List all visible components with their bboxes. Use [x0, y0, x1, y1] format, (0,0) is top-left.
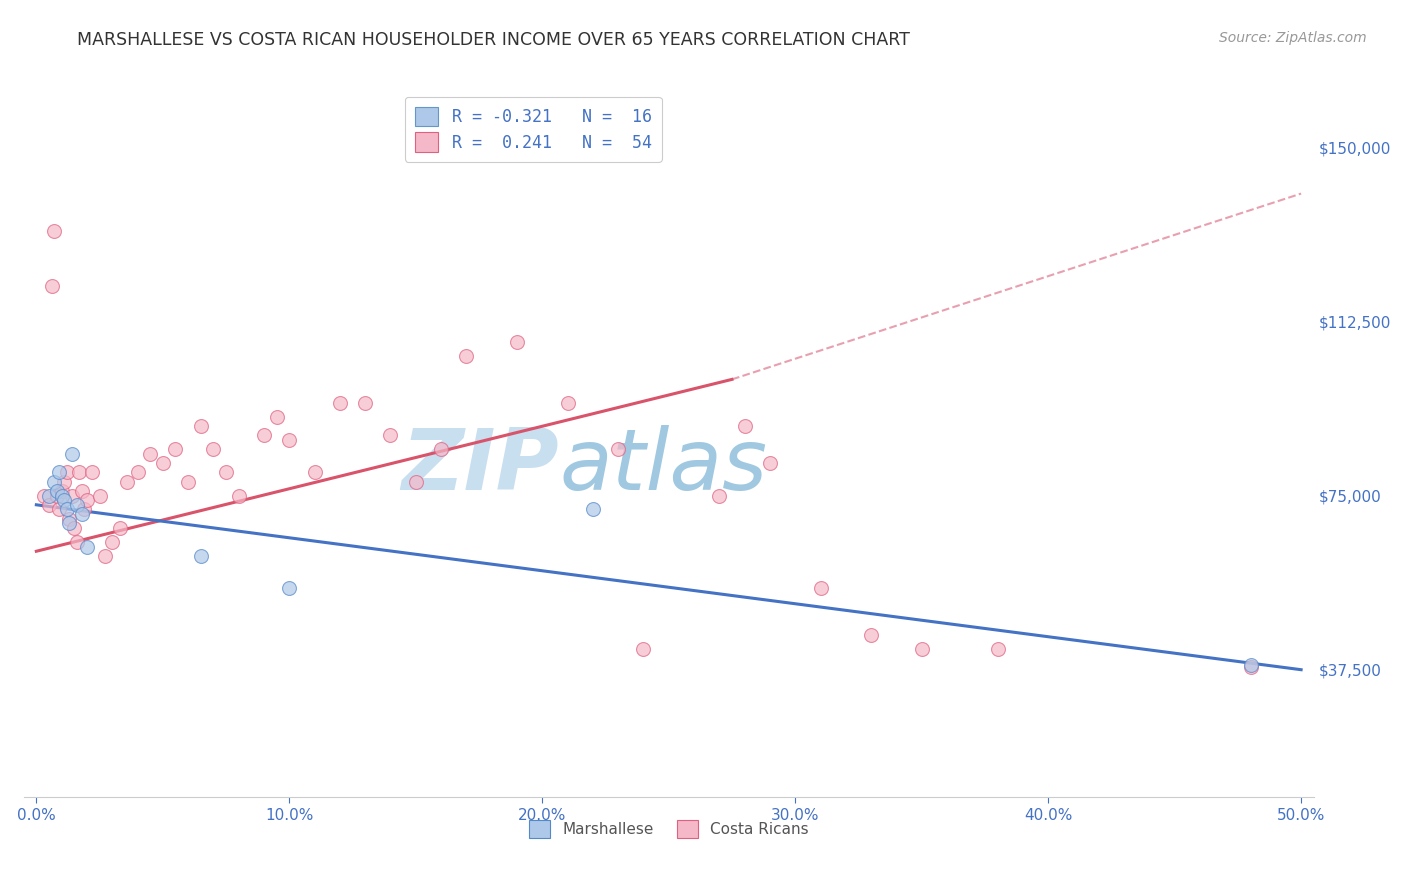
Point: [45, 483, 67, 498]
Point: [177, 475, 200, 489]
Point: [70, 507, 93, 521]
Point: [41, 279, 63, 293]
Point: [405, 475, 427, 489]
Point: [709, 489, 731, 503]
Point: [89, 489, 111, 503]
Point: [278, 433, 301, 447]
Point: [734, 418, 756, 433]
Point: [633, 641, 655, 656]
Point: [139, 447, 162, 461]
Point: [1239, 660, 1261, 674]
Point: [456, 349, 478, 363]
Point: [329, 395, 352, 409]
Point: [860, 628, 883, 642]
Point: [582, 502, 605, 516]
Point: [38, 498, 60, 512]
Point: [32, 489, 55, 503]
Point: [63, 521, 86, 535]
Point: [93, 549, 115, 563]
Point: [55, 465, 77, 479]
Point: [51, 489, 73, 503]
Point: [190, 418, 212, 433]
Legend: Marshallese, Costa Ricans: Marshallese, Costa Ricans: [523, 814, 815, 844]
Point: [53, 475, 76, 489]
Point: [215, 465, 238, 479]
Point: [58, 516, 80, 531]
Point: [76, 540, 98, 554]
Point: [152, 456, 174, 470]
Point: [253, 428, 276, 442]
Point: [506, 335, 529, 350]
Point: [38, 489, 60, 503]
Point: [278, 582, 301, 596]
Point: [266, 409, 288, 424]
Point: [1239, 658, 1261, 673]
Point: [101, 535, 124, 549]
Point: [45, 489, 67, 503]
Point: [108, 521, 131, 535]
Point: [76, 493, 98, 508]
Point: [202, 442, 225, 456]
Point: [42, 224, 65, 238]
Point: [759, 456, 782, 470]
Text: MARSHALLESE VS COSTA RICAN HOUSEHOLDER INCOME OVER 65 YEARS CORRELATION CHART: MARSHALLESE VS COSTA RICAN HOUSEHOLDER I…: [77, 31, 910, 49]
Point: [53, 493, 76, 508]
Point: [430, 442, 453, 456]
Text: Source: ZipAtlas.com: Source: ZipAtlas.com: [1219, 31, 1367, 45]
Point: [911, 641, 934, 656]
Point: [304, 465, 326, 479]
Point: [67, 465, 90, 479]
Point: [354, 395, 377, 409]
Point: [987, 641, 1010, 656]
Point: [380, 428, 402, 442]
Point: [127, 465, 149, 479]
Point: [557, 395, 579, 409]
Point: [66, 535, 89, 549]
Point: [607, 442, 630, 456]
Point: [51, 483, 73, 498]
Point: [48, 502, 70, 516]
Point: [60, 489, 83, 503]
Point: [80, 465, 103, 479]
Text: atlas: atlas: [560, 425, 768, 508]
Point: [228, 489, 250, 503]
Point: [66, 498, 89, 512]
Text: ZIP: ZIP: [402, 425, 560, 508]
Point: [55, 502, 77, 516]
Point: [117, 475, 139, 489]
Point: [60, 447, 83, 461]
Point: [190, 549, 212, 563]
Point: [73, 502, 96, 516]
Point: [810, 582, 832, 596]
Point: [165, 442, 187, 456]
Point: [70, 483, 93, 498]
Point: [58, 512, 80, 526]
Point: [48, 465, 70, 479]
Point: [42, 475, 65, 489]
